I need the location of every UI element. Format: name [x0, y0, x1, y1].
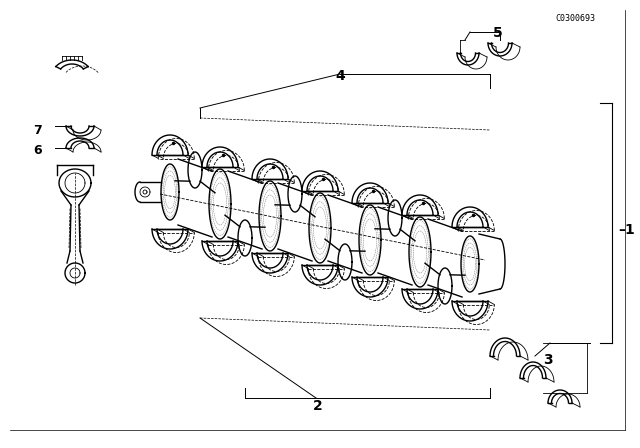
Text: 3: 3	[543, 353, 553, 367]
Text: 2: 2	[313, 399, 323, 413]
Text: 5: 5	[493, 26, 503, 40]
Text: –1: –1	[618, 223, 635, 237]
Text: 6: 6	[33, 143, 42, 156]
Text: 4: 4	[335, 69, 345, 83]
Text: 7: 7	[33, 124, 42, 137]
Text: C0300693: C0300693	[555, 13, 595, 22]
